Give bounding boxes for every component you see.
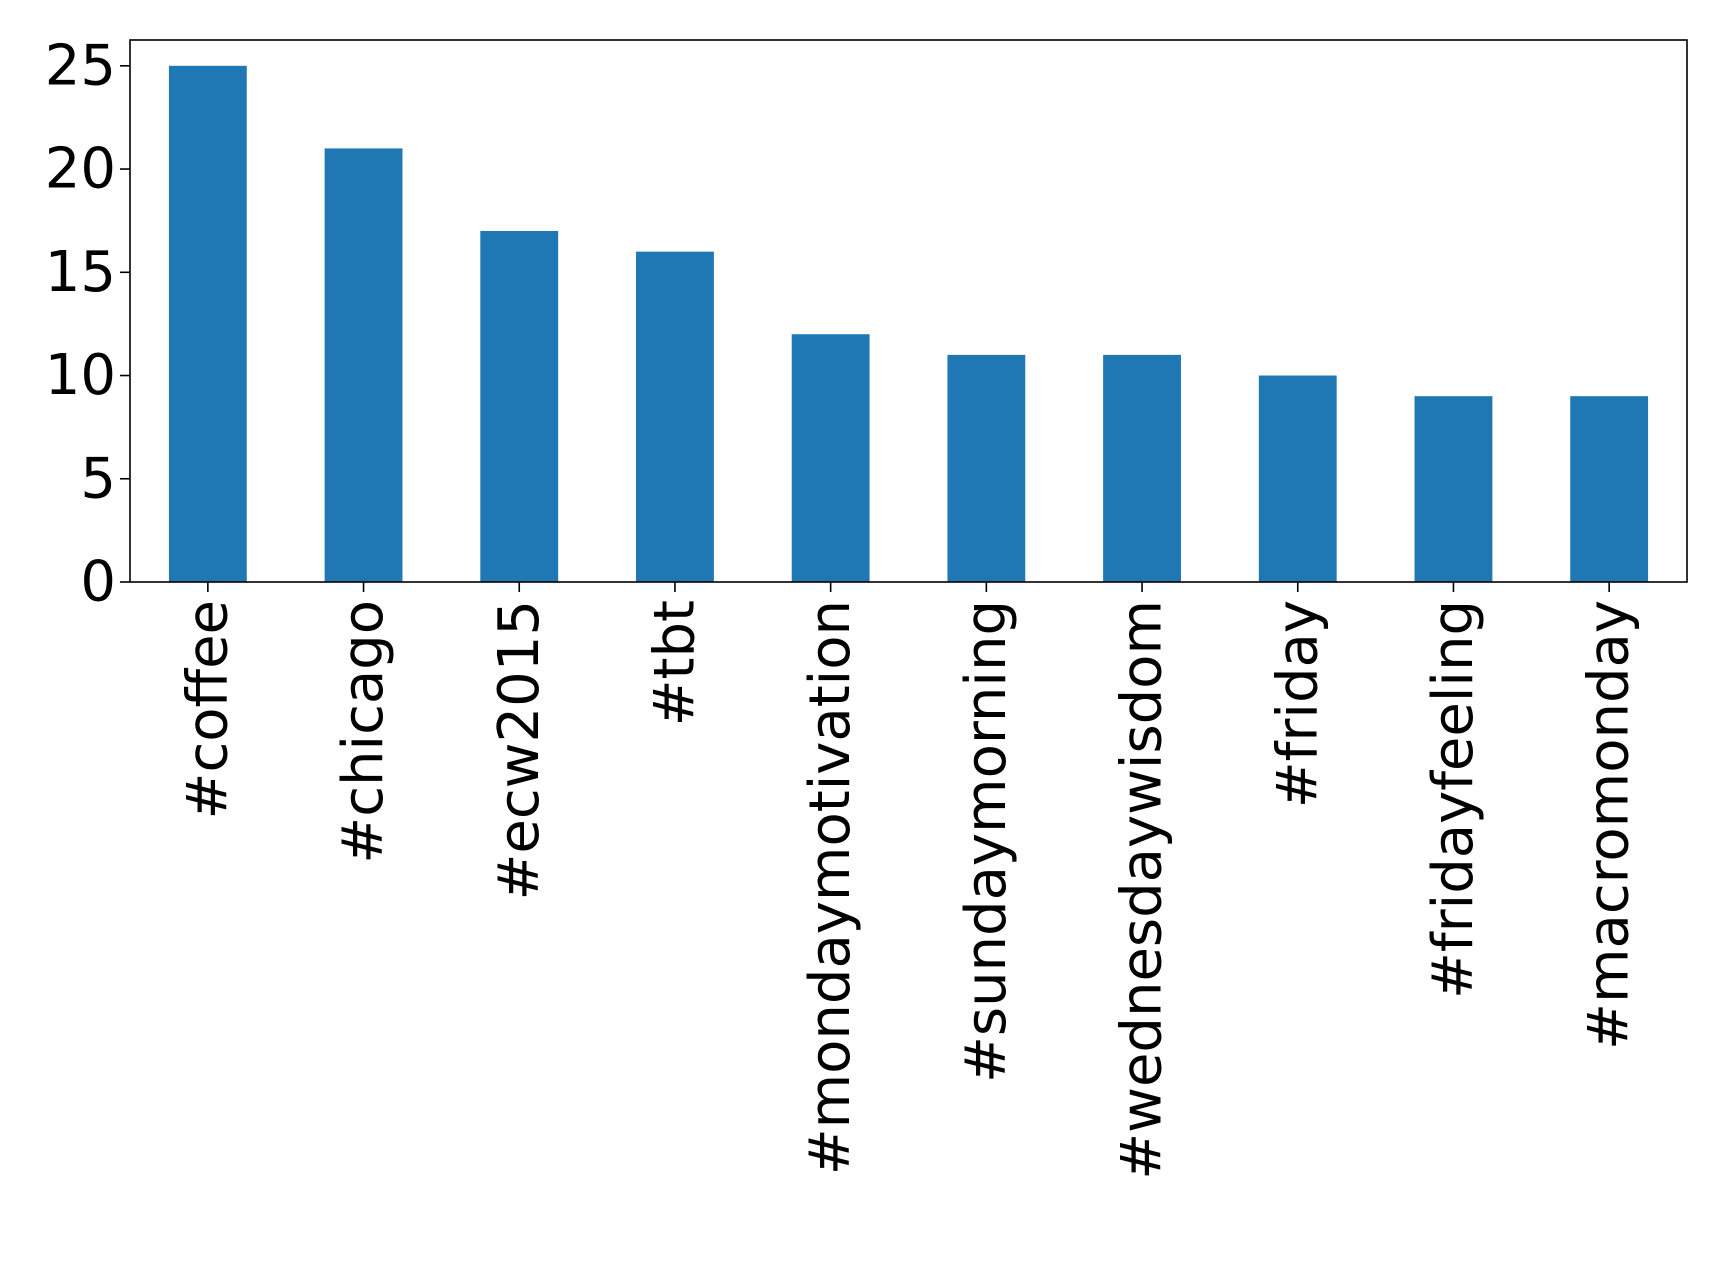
bar-coffee <box>168 65 247 583</box>
y-tick-label: 10 <box>45 343 116 408</box>
x-tick-label: #ecw2015 <box>487 600 552 900</box>
x-tick-label: #chicago <box>331 600 396 864</box>
y-tick-label: 20 <box>45 137 116 202</box>
y-axis: 0 5 10 15 20 25 <box>45 33 130 615</box>
x-tick-label: #tbt <box>642 600 707 726</box>
bar-chicago <box>324 148 403 582</box>
y-tick-label: 25 <box>45 33 116 98</box>
x-tick-label: #friday <box>1265 600 1330 808</box>
bar-friday <box>1258 375 1337 582</box>
y-tick-label: 15 <box>45 240 116 305</box>
bar-tbt <box>636 251 714 582</box>
x-tick-label: #wednesdaywisdom <box>1110 600 1175 1180</box>
bar-wednesdaywisdom <box>1103 354 1181 582</box>
plot-frame <box>129 39 1688 583</box>
x-tick-label: #sundaymorning <box>954 600 1019 1083</box>
bar-ecw2015 <box>480 230 559 582</box>
x-tick-label: #coffee <box>175 600 240 819</box>
bar-fridayfeeling <box>1414 396 1493 582</box>
y-tick-label: 0 <box>80 550 116 615</box>
x-axis: #coffee #chicago #ecw2015 #tbt #mondaymotiva… <box>175 582 1642 1180</box>
y-tick-label: 5 <box>80 446 116 511</box>
x-tick-label: #mondaymotivation <box>798 600 863 1175</box>
bar-mondaymotivation <box>791 334 870 582</box>
bar-sundaymorning <box>947 354 1026 582</box>
bars-group <box>168 65 1649 583</box>
x-tick-label: #fridayfeeling <box>1421 600 1486 999</box>
x-tick-label: #macromonday <box>1577 600 1642 1050</box>
bar-macromonday <box>1570 396 1649 582</box>
